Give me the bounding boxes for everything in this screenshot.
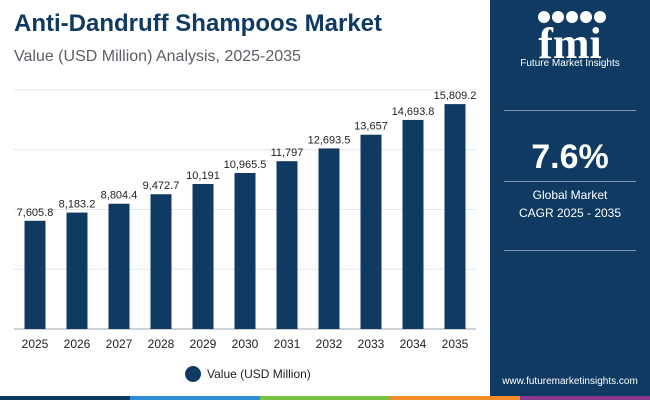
website-url: www.futuremarketinsights.com bbox=[502, 376, 638, 387]
x-tick-2027: 2027 bbox=[106, 337, 133, 351]
data-label-2033: 13,657 bbox=[354, 121, 388, 133]
bar-2029 bbox=[192, 184, 214, 329]
bar-2028 bbox=[150, 194, 172, 329]
chart-subtitle: Value (USD Million) Analysis, 2025-2035 bbox=[14, 48, 301, 65]
bar-2027 bbox=[108, 203, 130, 329]
bar-chart: 7,605.8 8,183.2 8,804.4 9,472.7 10,191 10,965… bbox=[14, 89, 477, 351]
data-label-2027: 8,804.4 bbox=[101, 190, 138, 202]
stripe-segment bbox=[520, 396, 650, 400]
data-label-2032: 12,693.5 bbox=[308, 134, 351, 146]
logo-wordmark: fmi bbox=[538, 19, 602, 68]
x-tick-2025: 2025 bbox=[22, 337, 49, 351]
logo-dots-icon bbox=[538, 11, 606, 23]
bar-2026 bbox=[66, 212, 88, 329]
chart-title: Anti-Dandruff Shampoos Market bbox=[14, 10, 383, 37]
bar-2030 bbox=[234, 173, 256, 329]
divider-bottom bbox=[504, 250, 636, 251]
stripe-segment bbox=[0, 396, 130, 400]
divider-top bbox=[504, 110, 636, 111]
data-label-2031: 11,797 bbox=[271, 147, 304, 159]
cagr-value: 7.6% bbox=[531, 138, 609, 176]
x-tick-2026: 2026 bbox=[64, 337, 91, 351]
stripe-segment bbox=[390, 396, 520, 400]
legend-swatch bbox=[185, 366, 201, 382]
logo-caption: Future Market Insights bbox=[520, 58, 620, 69]
bars bbox=[24, 104, 466, 330]
x-tick-labels: 2025 2026 2027 2028 2029 2030 2031 2032 2033 2034… bbox=[22, 337, 469, 351]
data-label-2030: 10,965.5 bbox=[224, 159, 267, 171]
data-label-2034: 14,693.8 bbox=[392, 106, 435, 118]
x-tick-2028: 2028 bbox=[148, 337, 175, 351]
stripe-segment bbox=[130, 396, 260, 400]
data-label-2025: 7,605.8 bbox=[17, 207, 54, 219]
cagr-label-line1: Global Market bbox=[532, 188, 608, 202]
x-tick-2032: 2032 bbox=[316, 337, 343, 351]
x-tick-2030: 2030 bbox=[232, 337, 259, 351]
bar-2033 bbox=[360, 134, 382, 329]
x-tick-2035: 2035 bbox=[442, 337, 469, 351]
data-label-2029: 10,191 bbox=[186, 170, 220, 182]
x-tick-2033: 2033 bbox=[358, 337, 385, 351]
legend-label: Value (USD Million) bbox=[207, 367, 311, 381]
fmi-logo: fmi bbox=[538, 11, 606, 68]
bar-2025 bbox=[24, 220, 46, 329]
divider-middle bbox=[504, 181, 636, 182]
bar-2034 bbox=[402, 119, 424, 330]
x-tick-2029: 2029 bbox=[190, 337, 217, 351]
stripe-segment bbox=[260, 396, 390, 400]
x-tick-2034: 2034 bbox=[400, 337, 427, 351]
cagr-label-line2: CAGR 2025 - 2035 bbox=[518, 206, 622, 220]
data-label-2026: 8,183.2 bbox=[59, 199, 96, 211]
x-tick-2031: 2031 bbox=[274, 337, 301, 351]
side-panel: fmi Future Market Insights 7.6% Global M… bbox=[490, 0, 650, 400]
bar-2035 bbox=[444, 104, 466, 329]
bar-2032 bbox=[318, 148, 340, 329]
data-label-2035: 15,809.2 bbox=[434, 90, 477, 102]
bar-2031 bbox=[276, 161, 298, 329]
data-labels: 7,605.8 8,183.2 8,804.4 9,472.7 10,191 10,965… bbox=[17, 90, 477, 219]
legend: Value (USD Million) bbox=[185, 366, 311, 382]
data-label-2028: 9,472.7 bbox=[143, 180, 180, 192]
